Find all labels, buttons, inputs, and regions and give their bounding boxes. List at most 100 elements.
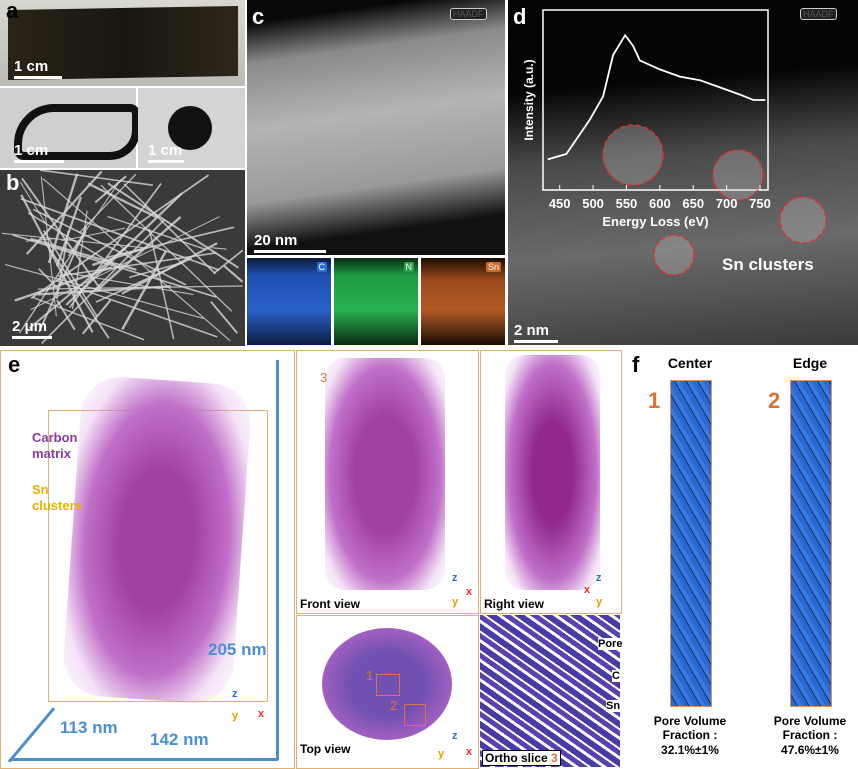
x-tick-label: 500: [582, 196, 604, 211]
pore-column: [670, 380, 712, 707]
map-label: N: [403, 262, 414, 272]
fiber: [20, 194, 94, 333]
view-label: Top view: [300, 742, 351, 756]
column-title: Center: [667, 355, 713, 371]
axis-letter: y: [438, 748, 445, 760]
cluster-circle: [602, 124, 664, 186]
ortho-label: C: [612, 670, 620, 682]
scale-bar: [14, 160, 64, 163]
scale-bar: [12, 336, 52, 339]
pore-fraction: 32.1%±1%: [661, 743, 719, 757]
fiber: [38, 226, 88, 333]
fiber: [20, 197, 220, 271]
fiber: [14, 266, 113, 302]
fiber: [95, 257, 193, 303]
dimension-label: 205 nm: [208, 640, 267, 659]
dimension-label: 142 nm: [150, 730, 209, 749]
fiber: [81, 299, 112, 335]
slice-marker: 3: [320, 370, 328, 385]
axis-letter: x: [584, 584, 591, 596]
fiber: [107, 182, 239, 269]
pore-fraction: 47.6%±1%: [781, 743, 839, 757]
pore-column: [790, 380, 832, 707]
map-label: Sn: [485, 262, 501, 272]
annotation: Sn clusters: [722, 255, 814, 274]
badge: HAADF: [450, 8, 487, 20]
eds-map: N: [334, 258, 418, 345]
disc: [168, 106, 212, 150]
badge: HAADF: [800, 8, 837, 20]
panel-label: b: [6, 170, 20, 195]
view-label: Right view: [484, 597, 545, 611]
fiber: [1, 232, 144, 249]
panel-label: e: [8, 352, 21, 377]
fiber: [56, 279, 218, 338]
eels-inset: 450 500 550 600 650 700 750 Energy Loss (eV) Int…: [522, 9, 827, 276]
fiber: [128, 262, 183, 279]
scale-bar-label: 1 cm: [148, 142, 183, 159]
cluster-circle: [712, 149, 764, 201]
fiber: [37, 285, 243, 290]
y-axis-label: Intensity (a.u.): [522, 59, 536, 140]
fiber: [30, 237, 137, 271]
fiber: [223, 265, 244, 283]
axis-letter: z: [452, 572, 458, 584]
scale-bar: [148, 160, 184, 163]
ortho-label: Pore: [598, 638, 623, 650]
view-label: Ortho slice 3: [482, 750, 561, 766]
scale-bar: [254, 250, 326, 253]
view-label: Front view: [300, 597, 361, 611]
reconstruction: [325, 358, 445, 590]
fiber: [56, 299, 76, 331]
slice-marker: 2: [390, 698, 398, 713]
slice-marker: 1: [366, 668, 374, 683]
axis-letter: z: [232, 688, 238, 700]
fiber: [123, 183, 216, 275]
x-tick-label: 750: [749, 196, 771, 211]
plot-frame: [542, 9, 769, 191]
fiber: [4, 263, 204, 319]
fiber: [95, 216, 182, 292]
dimension-label: 113 nm: [60, 718, 118, 737]
slice-box: [376, 674, 400, 696]
scale-bar-label: 1 cm: [14, 142, 49, 159]
ortho-slice: [480, 615, 620, 767]
scale-bar: [514, 340, 558, 343]
dimension-arrow: [10, 758, 278, 761]
fiber: [41, 218, 166, 345]
spectrum-line: [547, 33, 766, 161]
scale-bar-label: 1 cm: [14, 58, 49, 75]
view-frame: [480, 350, 622, 614]
axis-letter: x: [258, 708, 265, 720]
fiber: [107, 215, 206, 250]
caption: Pore Volume Fraction :: [773, 714, 847, 742]
haadf-image: [508, 0, 858, 345]
slice-box: [404, 704, 426, 726]
column-number: 1: [648, 388, 661, 413]
view-frame: [296, 350, 479, 614]
map-label: C: [316, 262, 327, 272]
x-tick-label: 650: [682, 196, 704, 211]
slice-marker: 3: [551, 751, 558, 765]
axis-letter: x: [466, 586, 473, 598]
fiber: [87, 182, 158, 219]
fiber: [67, 272, 194, 296]
view-label-text: Ortho slice: [485, 751, 548, 765]
scale-bar-label: 2 nm: [514, 322, 550, 339]
fiber: [61, 227, 126, 242]
column-number: 2: [768, 388, 781, 413]
fiber: [21, 177, 102, 291]
column-title: Edge: [792, 355, 828, 371]
panel-label: d: [513, 4, 527, 29]
panel-label: f: [632, 352, 640, 377]
dimension-arrow: [276, 360, 279, 760]
bent-film: [14, 104, 140, 160]
fiber: [68, 178, 122, 257]
fiber: [148, 228, 175, 340]
fiber: [25, 238, 55, 242]
axis-letter: z: [452, 730, 458, 742]
reconstruction: [322, 628, 452, 740]
caption: Pore Volume Fraction :: [653, 714, 727, 742]
fiber: [38, 268, 59, 289]
